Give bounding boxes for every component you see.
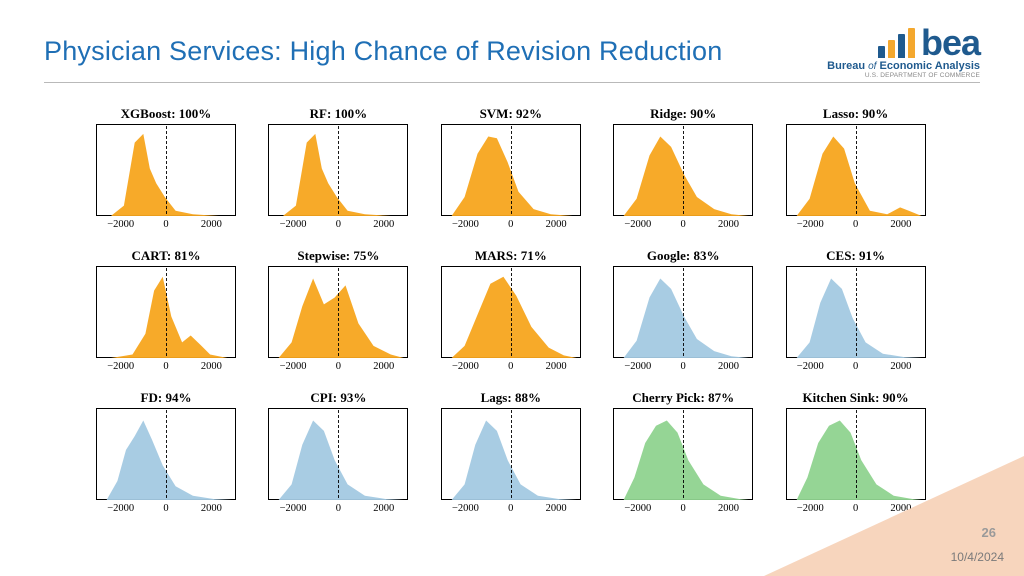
panel-title: CES: 91% xyxy=(786,248,926,264)
zero-line xyxy=(338,410,339,498)
chart-panel: RF: 100% −200002000 xyxy=(268,106,408,230)
chart-panel: Cherry Pick: 87% −200002000 xyxy=(613,390,753,514)
zero-line xyxy=(511,126,512,214)
panel-title: Ridge: 90% xyxy=(613,106,753,122)
x-ticks: −200002000 xyxy=(96,219,236,230)
panel-title: Kitchen Sink: 90% xyxy=(786,390,926,406)
x-ticks: −200002000 xyxy=(613,219,753,230)
logo-bars-icon xyxy=(878,28,915,58)
x-ticks: −200002000 xyxy=(268,219,408,230)
chart-panel: CART: 81% −200002000 xyxy=(96,248,236,372)
x-ticks: −200002000 xyxy=(441,503,581,514)
chart-panel: XGBoost: 100% −200002000 xyxy=(96,106,236,230)
panel-title: CART: 81% xyxy=(96,248,236,264)
zero-line xyxy=(166,410,167,498)
chart-grid: XGBoost: 100% −200002000 RF: 100% −20000200… xyxy=(96,106,931,514)
density-plot xyxy=(613,124,753,216)
density-plot xyxy=(268,408,408,500)
chart-panel: FD: 94% −200002000 xyxy=(96,390,236,514)
panel-title: CPI: 93% xyxy=(268,390,408,406)
zero-line xyxy=(683,126,684,214)
density-plot xyxy=(441,124,581,216)
chart-panel: Google: 83% −200002000 xyxy=(613,248,753,372)
zero-line xyxy=(856,126,857,214)
zero-line xyxy=(856,268,857,356)
x-ticks: −200002000 xyxy=(268,361,408,372)
x-ticks: −200002000 xyxy=(786,219,926,230)
density-plot xyxy=(96,408,236,500)
slide-date: 10/4/2024 xyxy=(951,550,1004,564)
chart-panel: Lasso: 90% −200002000 xyxy=(786,106,926,230)
chart-panel: Stepwise: 75% −200002000 xyxy=(268,248,408,372)
logo-text: bea xyxy=(921,29,980,58)
page-number: 26 xyxy=(982,525,996,540)
x-ticks: −200002000 xyxy=(786,361,926,372)
x-ticks: −200002000 xyxy=(96,361,236,372)
x-ticks: −200002000 xyxy=(613,361,753,372)
zero-line xyxy=(166,126,167,214)
zero-line xyxy=(683,410,684,498)
bea-logo: bea Bureau of Economic Analysis U.S. DEP… xyxy=(827,28,980,79)
density-plot xyxy=(268,266,408,358)
density-plot xyxy=(441,266,581,358)
page-title: Physician Services: High Chance of Revis… xyxy=(44,36,722,67)
zero-line xyxy=(511,410,512,498)
chart-panel: CPI: 93% −200002000 xyxy=(268,390,408,514)
chart-panel: MARS: 71% −200002000 xyxy=(441,248,581,372)
panel-title: Google: 83% xyxy=(613,248,753,264)
zero-line xyxy=(338,268,339,356)
chart-panel: Lags: 88% −200002000 xyxy=(441,390,581,514)
panel-title: XGBoost: 100% xyxy=(96,106,236,122)
density-plot xyxy=(441,408,581,500)
zero-line xyxy=(683,268,684,356)
logo-subtitle: Bureau of Economic Analysis xyxy=(827,60,980,72)
chart-panel: Ridge: 90% −200002000 xyxy=(613,106,753,230)
panel-title: FD: 94% xyxy=(96,390,236,406)
density-plot xyxy=(268,124,408,216)
panel-title: RF: 100% xyxy=(268,106,408,122)
chart-panel: CES: 91% −200002000 xyxy=(786,248,926,372)
x-ticks: −200002000 xyxy=(268,503,408,514)
density-plot xyxy=(786,124,926,216)
panel-title: SVM: 92% xyxy=(441,106,581,122)
density-plot xyxy=(786,266,926,358)
panel-title: Lags: 88% xyxy=(441,390,581,406)
x-ticks: −200002000 xyxy=(96,503,236,514)
zero-line xyxy=(338,126,339,214)
panel-title: Lasso: 90% xyxy=(786,106,926,122)
zero-line xyxy=(166,268,167,356)
density-plot xyxy=(613,266,753,358)
chart-panel: SVM: 92% −200002000 xyxy=(441,106,581,230)
x-ticks: −200002000 xyxy=(613,503,753,514)
panel-title: Cherry Pick: 87% xyxy=(613,390,753,406)
panel-title: Stepwise: 75% xyxy=(268,248,408,264)
x-ticks: −200002000 xyxy=(441,219,581,230)
title-divider xyxy=(44,82,980,83)
zero-line xyxy=(511,268,512,356)
density-plot xyxy=(613,408,753,500)
logo-department: U.S. DEPARTMENT OF COMMERCE xyxy=(827,72,980,79)
x-ticks: −200002000 xyxy=(441,361,581,372)
density-plot xyxy=(96,124,236,216)
panel-title: MARS: 71% xyxy=(441,248,581,264)
density-plot xyxy=(96,266,236,358)
